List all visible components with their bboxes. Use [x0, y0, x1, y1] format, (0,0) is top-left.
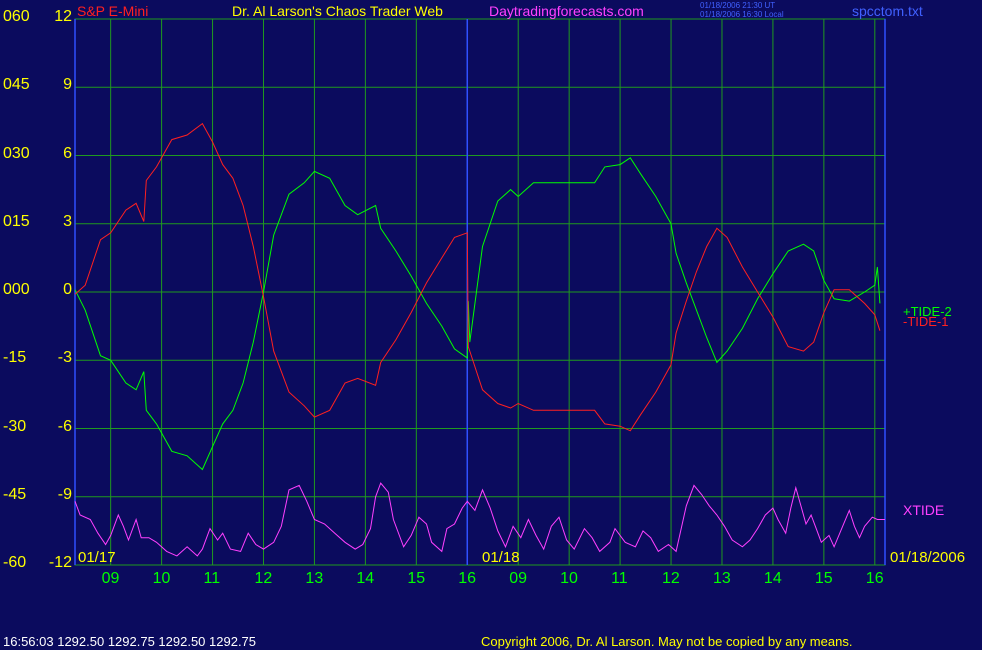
series-lines [74, 122, 885, 557]
grid [75, 18, 885, 566]
y-right-tick-label: -3 [57, 349, 72, 367]
time-ut: 01/18/2006 21:30 UT [700, 1, 776, 10]
chart-title: Dr. Al Larson's Chaos Trader Web [232, 3, 443, 19]
date-label-mid: 01/18 [482, 549, 520, 566]
symbol-label: S&P E-Mini [77, 3, 149, 19]
quote-line: 16:56:03 1292.50 1292.75 1292.50 1292.75 [3, 634, 257, 649]
y-left-tick-label: 045 [3, 76, 30, 94]
y-left-tick-label: 015 [3, 212, 30, 230]
series-line-xtide [74, 482, 885, 557]
copyright: Copyright 2006, Dr. Al Larson. May not b… [481, 634, 853, 649]
x-hour-tick-label: 09 [509, 570, 527, 587]
y-right-tick-label: -6 [57, 417, 72, 435]
x-hour-tick-label: 13 [712, 570, 731, 587]
legend-xtide: XTIDE [903, 502, 945, 518]
y-right-tick-label: 6 [63, 144, 72, 162]
y-left-tick-label: -30 [3, 417, 27, 435]
y-left-tick-label: 030 [3, 144, 30, 162]
date-label-end: 01/18/2006 [890, 549, 966, 566]
x-hour-tick-label: 15 [407, 570, 426, 587]
time-local: 01/18/2006 16:30 Local [700, 10, 784, 19]
y-right-tick-label: -9 [57, 485, 72, 503]
x-hour-tick-label: 10 [560, 570, 578, 587]
y-left-tick-label: -15 [3, 349, 27, 367]
y-right-tick-label: 9 [63, 76, 72, 94]
x-hour-tick-label: 12 [662, 570, 680, 587]
y-left-tick-label: -45 [3, 485, 27, 503]
y-left-tick-label: 000 [3, 281, 30, 298]
date-label-start: 01/17 [78, 549, 116, 566]
day-dividers [74, 19, 886, 565]
x-hour-tick-label: 16 [458, 570, 477, 587]
x-hour-tick-label: 13 [305, 570, 324, 587]
series-line-tide-1 [74, 122, 881, 432]
x-hour-tick-label: 16 [865, 570, 884, 587]
x-hour-tick-label: 12 [254, 570, 273, 587]
y-right-tick-label: 0 [63, 281, 72, 298]
y-left-tick-label: 060 [3, 8, 30, 25]
y-right-tick-label: 12 [54, 8, 72, 25]
legend-tide-plus: +TIDE-2 [903, 304, 952, 319]
x-hour-tick-label: 14 [356, 570, 375, 587]
site-link[interactable]: Daytradingforecasts.com [489, 3, 644, 19]
x-hour-tick-label: 10 [152, 570, 171, 587]
legend-tide-minus: -TIDE-1 [903, 314, 949, 329]
x-hour-tick-label: 15 [814, 570, 833, 587]
x-hour-tick-label: 11 [611, 570, 628, 587]
file-name: spcctom.txt [852, 3, 923, 19]
y-right-tick-label: 3 [63, 212, 72, 230]
y-right-tick-label: -12 [48, 554, 72, 571]
x-hour-tick-label: 14 [763, 570, 782, 587]
x-hour-tick-label: 11 [203, 570, 221, 587]
series-line-tide-2 [74, 157, 881, 471]
y-left-tick-label: -60 [3, 554, 27, 571]
x-hour-tick-label: 09 [101, 570, 120, 587]
